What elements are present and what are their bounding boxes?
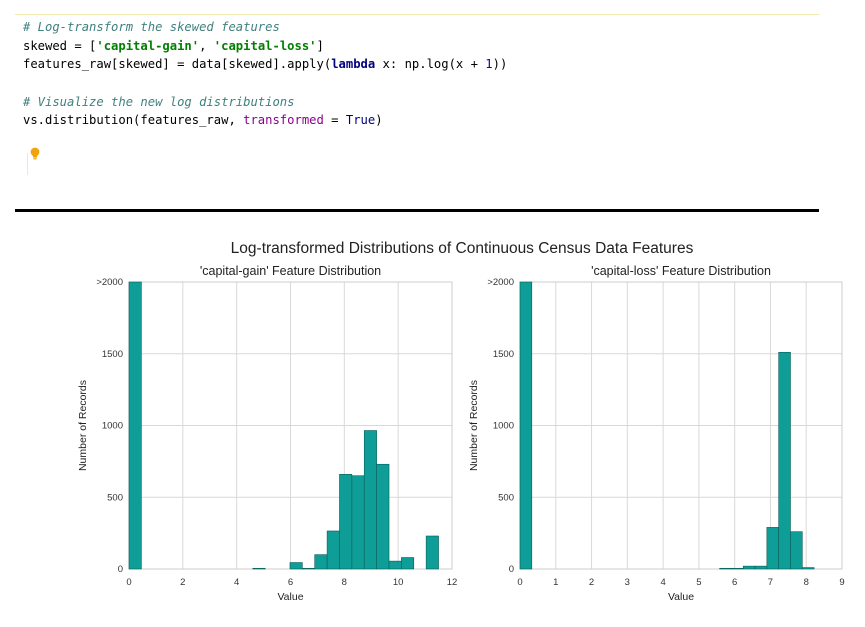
histogram-bar — [766, 527, 779, 570]
subplot-title: 'capital-loss' Feature Distribution — [591, 264, 771, 278]
histogram-bar — [790, 531, 803, 570]
code-line: skewed = ['capital-gain', 'capital-loss'… — [23, 37, 507, 56]
histogram-bar — [742, 565, 756, 570]
code-token: True — [345, 113, 376, 128]
histogram-bar — [388, 560, 402, 570]
code-token: = — [323, 113, 346, 128]
code-token: ) — [375, 113, 383, 128]
histogram-bar — [289, 562, 303, 570]
x-tick-label: 1 — [553, 577, 558, 588]
code-token: # Visualize the new log distributions — [23, 94, 295, 109]
x-tick-label: 5 — [696, 577, 701, 588]
histogram-bar — [128, 281, 142, 570]
code-gutter — [15, 15, 18, 165]
figure-svg: Log-transformed Distributions of Continu… — [77, 240, 845, 603]
code-line: # Visualize the new log distributions — [23, 93, 507, 112]
histogram-bar — [252, 567, 266, 570]
code-line — [23, 74, 507, 93]
histogram-bar — [731, 567, 744, 570]
x-tick-label: 10 — [393, 577, 404, 588]
code-token: vs.distribution(features_raw, — [23, 113, 244, 128]
y-axis-label: Number of Records — [77, 380, 89, 471]
code-editor[interactable]: # Log-transform the skewed features skewe… — [23, 18, 507, 130]
code-token: lambda — [331, 57, 376, 72]
histogram-bar — [363, 430, 377, 570]
code-token: features_raw[skewed] = data[skewed].appl… — [23, 57, 332, 72]
x-tick-label: 4 — [234, 577, 239, 588]
x-axis-label: Value — [668, 591, 694, 603]
histogram-bar — [302, 567, 316, 570]
code-token: x: np.log(x + — [375, 57, 486, 72]
x-tick-label: 6 — [288, 577, 293, 588]
x-tick-label: 3 — [625, 577, 630, 588]
histogram-bar — [376, 463, 390, 570]
chart-panel-1: 0 2 4 6 8 10 12 0 500 1000 1500 >2000 'capital-gain'… — [77, 264, 457, 603]
histogram-bar — [326, 530, 340, 570]
x-tick-label: 12 — [447, 577, 458, 588]
histogram-bar — [519, 281, 533, 570]
chart-panel-2: 0 1 2 3 4 5 6 7 8 9 0 500 1000 1500 >2000 'capital-loss… — [468, 264, 845, 603]
code-token: # Log-transform the skewed features — [23, 20, 280, 34]
code-line: # Log-transform the skewed features — [23, 18, 507, 37]
code-line: features_raw[skewed] = data[skewed].appl… — [23, 55, 507, 74]
y-tick-label: 1000 — [493, 421, 514, 432]
y-tick-label: 1500 — [102, 349, 123, 360]
code-token: ] — [316, 38, 324, 53]
chart-figure: Log-transformed Distributions of Continu… — [0, 222, 865, 622]
x-tick-label: 7 — [768, 577, 773, 588]
lightbulb-icon[interactable] — [28, 146, 42, 162]
histogram-bar — [425, 535, 439, 570]
x-tick-label: 8 — [804, 577, 809, 588]
y-tick-label: 500 — [498, 492, 514, 503]
code-token: , — [199, 38, 214, 53]
code-token: 'capital-loss' — [213, 38, 317, 53]
y-tick-label: 500 — [107, 492, 123, 503]
code-token: 1 — [485, 57, 493, 72]
code-token: )) — [492, 57, 508, 72]
code-token: skewed = [ — [23, 38, 97, 53]
y-tick-label: 1000 — [102, 421, 123, 432]
y-axis-label: Number of Records — [468, 380, 480, 471]
x-tick-label: 6 — [732, 577, 737, 588]
y-tick-label: >2000 — [96, 277, 123, 288]
y-tick-label: 0 — [509, 564, 514, 575]
x-tick-label: 4 — [660, 577, 665, 588]
code-cell[interactable]: # Log-transform the skewed features skewe… — [15, 14, 819, 175]
y-tick-label: >2000 — [487, 277, 514, 288]
x-tick-label: 2 — [589, 577, 594, 588]
output-divider — [15, 209, 819, 212]
x-tick-label: 2 — [180, 577, 185, 588]
code-token: transformed — [243, 113, 324, 128]
x-tick-label: 8 — [342, 577, 347, 588]
histogram-bar — [351, 475, 365, 570]
code-line: vs.distribution(features_raw, transforme… — [23, 111, 507, 130]
histogram-bar — [801, 567, 815, 570]
x-tick-label: 0 — [517, 577, 522, 588]
y-tick-label: 0 — [118, 564, 123, 575]
histogram-bar — [719, 567, 732, 570]
x-axis-label: Value — [277, 591, 303, 603]
x-tick-label: 0 — [126, 577, 131, 588]
histogram-bar — [754, 565, 768, 570]
y-tick-label: 1500 — [493, 349, 514, 360]
histogram-bar — [314, 554, 328, 570]
text-cursor — [27, 153, 28, 175]
histogram-bar — [401, 557, 415, 570]
subplot-title: 'capital-gain' Feature Distribution — [200, 264, 381, 278]
x-tick-label: 9 — [839, 577, 844, 588]
histogram-bar — [339, 473, 353, 570]
code-token: 'capital-gain' — [96, 38, 200, 53]
figure-suptitle: Log-transformed Distributions of Continu… — [231, 240, 694, 257]
histogram-bar — [778, 352, 791, 570]
